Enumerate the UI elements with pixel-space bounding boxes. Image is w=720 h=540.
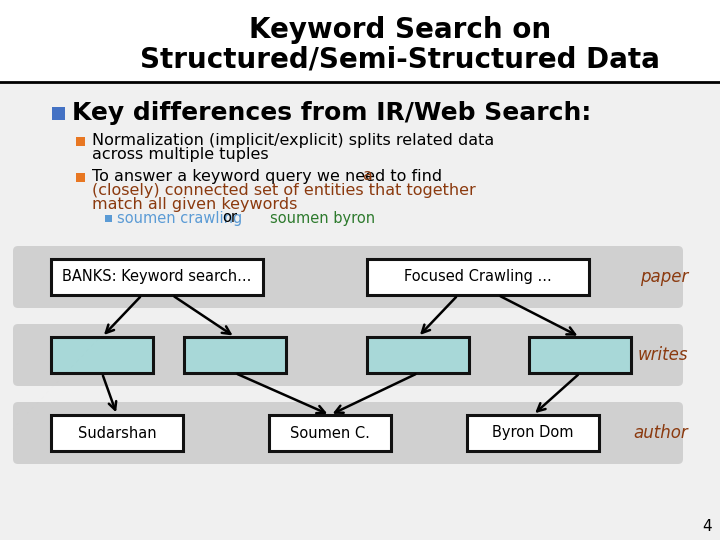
Text: author: author <box>634 424 688 442</box>
Bar <box>76 173 85 182</box>
Text: BANKS: Keyword search...: BANKS: Keyword search... <box>63 269 252 285</box>
Text: Structured/Semi-Structured Data: Structured/Semi-Structured Data <box>140 46 660 74</box>
FancyBboxPatch shape <box>51 337 153 373</box>
FancyBboxPatch shape <box>529 337 631 373</box>
Text: soumen crawling: soumen crawling <box>117 211 242 226</box>
Text: Sudarshan: Sudarshan <box>78 426 156 441</box>
Text: across multiple tuples: across multiple tuples <box>92 147 269 163</box>
Bar <box>0 0 720 85</box>
Text: Soumen C.: Soumen C. <box>290 426 370 441</box>
FancyBboxPatch shape <box>367 337 469 373</box>
Bar <box>52 107 65 120</box>
Text: (closely) connected set of entities that together: (closely) connected set of entities that… <box>92 184 476 199</box>
Text: Byron Dom: Byron Dom <box>492 426 574 441</box>
FancyBboxPatch shape <box>269 415 391 451</box>
FancyBboxPatch shape <box>13 246 683 308</box>
Text: soumen byron: soumen byron <box>270 211 375 226</box>
Text: or: or <box>222 211 237 226</box>
Text: match all given keywords: match all given keywords <box>92 198 297 213</box>
FancyBboxPatch shape <box>51 415 183 451</box>
FancyBboxPatch shape <box>13 402 683 464</box>
Bar <box>76 137 85 146</box>
Text: Focused Crawling ...: Focused Crawling ... <box>404 269 552 285</box>
Bar <box>0 82 720 540</box>
Text: To answer a keyword query we need to find: To answer a keyword query we need to fin… <box>92 168 447 184</box>
Text: writes: writes <box>637 346 688 364</box>
Text: Normalization (implicit/explicit) splits related data: Normalization (implicit/explicit) splits… <box>92 132 494 147</box>
FancyBboxPatch shape <box>51 259 263 295</box>
FancyBboxPatch shape <box>184 337 286 373</box>
FancyBboxPatch shape <box>13 324 683 386</box>
Bar <box>105 215 112 222</box>
FancyBboxPatch shape <box>467 415 599 451</box>
FancyBboxPatch shape <box>367 259 589 295</box>
Text: a: a <box>363 168 373 184</box>
Text: Key differences from IR/Web Search:: Key differences from IR/Web Search: <box>72 101 591 125</box>
Text: paper: paper <box>639 268 688 286</box>
Text: Keyword Search on: Keyword Search on <box>249 16 551 44</box>
Text: 4: 4 <box>703 519 712 534</box>
